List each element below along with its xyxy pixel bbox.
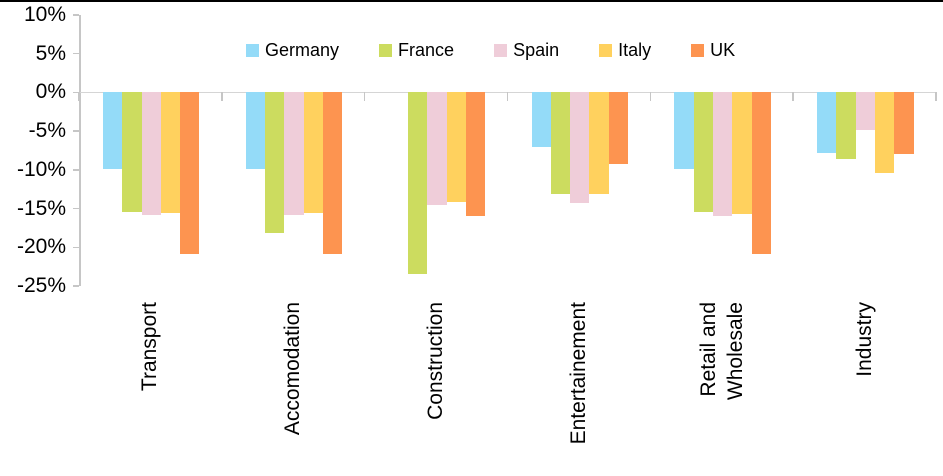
chart-top-border <box>0 0 943 2</box>
bar-france-0 <box>122 92 142 213</box>
y-axis-tick <box>73 130 79 132</box>
y-axis-tick-label: -15% <box>16 196 66 220</box>
bar-germany-1 <box>245 92 266 170</box>
legend-swatch-icon <box>599 43 613 57</box>
category-axis-tick <box>792 92 794 102</box>
bar-uk-4 <box>751 92 771 255</box>
bar-france-4 <box>693 92 713 213</box>
y-axis-tick-label: -20% <box>16 235 66 259</box>
bar-italy-4 <box>732 92 752 214</box>
category-axis-tick <box>935 92 937 102</box>
legend-item-germany: Germany <box>246 40 339 60</box>
bar-italy-2 <box>446 92 466 203</box>
category-axis-tick <box>506 92 509 102</box>
y-axis-tick <box>73 285 79 287</box>
category-axis-tick <box>78 92 80 102</box>
bar-germany-4 <box>674 92 694 170</box>
bar-spain-3 <box>570 92 590 204</box>
bar-italy-5 <box>875 92 895 173</box>
category-label: Industry <box>852 302 876 377</box>
bar-italy-0 <box>160 92 181 214</box>
category-label: Entertainement <box>567 302 591 445</box>
legend-label: UK <box>710 40 736 60</box>
bar-france-1 <box>265 92 285 234</box>
bar-spain-2 <box>427 92 447 206</box>
bar-france-2 <box>407 92 428 275</box>
y-axis-tick <box>73 169 79 171</box>
y-axis-tick <box>73 207 79 210</box>
legend-label: Italy <box>618 40 652 60</box>
y-axis-tick-label: -25% <box>16 274 66 297</box>
category-label: Accomodation <box>281 302 305 436</box>
legend-label: Germany <box>265 40 340 60</box>
bar-france-5 <box>836 92 856 159</box>
legend-item-uk: UK <box>691 40 735 60</box>
legend-label: Spain <box>513 40 560 60</box>
y-axis-tick-label: 10% <box>23 3 66 26</box>
bar-spain-1 <box>284 92 304 215</box>
category-label: Construction <box>424 302 448 420</box>
legend-item-spain: Spain <box>494 40 559 60</box>
bar-italy-3 <box>589 92 609 194</box>
legend-label: France <box>398 40 455 60</box>
category-axis-tick <box>649 92 652 102</box>
y-axis-line <box>79 15 81 286</box>
bar-uk-3 <box>608 92 628 165</box>
y-axis-tick-label: 0% <box>35 80 66 104</box>
legend-swatch-icon <box>494 43 508 57</box>
legend-swatch-icon <box>691 43 705 57</box>
y-axis-tick-label: 5% <box>35 41 66 65</box>
category-axis-tick <box>221 92 223 102</box>
y-axis-tick-label: -5% <box>28 119 66 143</box>
legend-swatch-icon <box>379 43 393 57</box>
bar-uk-0 <box>180 92 200 255</box>
bar-spain-0 <box>141 92 161 215</box>
category-label: Retail and Wholesale <box>696 302 747 401</box>
bar-uk-5 <box>894 92 914 155</box>
bar-spain-5 <box>855 92 876 131</box>
y-axis-tick <box>73 52 79 55</box>
bar-uk-2 <box>465 92 486 216</box>
category-axis-tick <box>363 92 366 102</box>
y-axis-tick <box>73 14 79 16</box>
y-axis-tick-label: -10% <box>16 157 66 181</box>
y-axis-tick <box>73 246 79 249</box>
legend-swatch-icon <box>246 43 259 57</box>
legend-item-italy: Italy <box>599 40 651 60</box>
bar-germany-0 <box>103 92 123 170</box>
bar-france-3 <box>550 92 571 194</box>
bar-uk-1 <box>323 92 343 255</box>
y-axis-tick <box>73 91 79 94</box>
category-label: Transport <box>138 302 162 392</box>
legend-item-france: France <box>379 40 454 60</box>
legend: Germany France Spain Italy UK <box>246 40 735 60</box>
bar-germany-3 <box>531 92 551 148</box>
bar-germany-5 <box>817 92 837 153</box>
bar-italy-1 <box>303 92 324 214</box>
bar-spain-4 <box>712 92 733 216</box>
